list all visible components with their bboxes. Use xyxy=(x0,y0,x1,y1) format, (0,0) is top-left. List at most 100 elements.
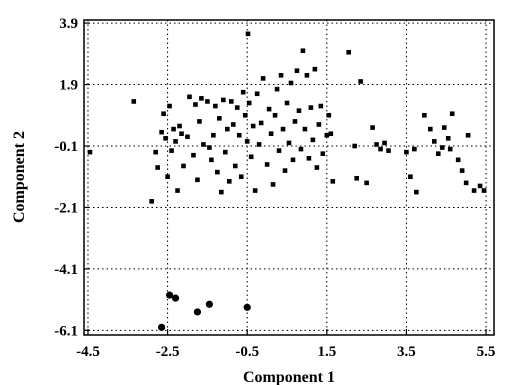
data-point-square xyxy=(282,168,288,173)
data-point-square xyxy=(422,112,427,118)
data-point-square xyxy=(240,89,246,95)
data-point-square xyxy=(201,142,206,147)
data-point-square xyxy=(252,188,258,193)
data-point-square xyxy=(185,134,190,140)
x-tick-label: -0.5 xyxy=(235,344,259,360)
data-point-square xyxy=(149,199,154,204)
data-point-square xyxy=(234,105,240,110)
data-point-square xyxy=(230,122,236,127)
data-point-square xyxy=(455,157,461,163)
data-point-square xyxy=(163,136,168,141)
data-point-square xyxy=(324,132,330,138)
data-point-square xyxy=(195,177,200,183)
data-point-square xyxy=(352,143,357,149)
data-point-square xyxy=(209,157,214,163)
data-point-square xyxy=(288,80,294,86)
data-point-square xyxy=(471,188,477,193)
data-point-square xyxy=(378,146,383,152)
data-point-square xyxy=(236,132,242,138)
data-point-square xyxy=(465,132,471,138)
data-point-square xyxy=(245,31,251,37)
y-tick-label: -6.1 xyxy=(54,323,78,339)
data-point-square xyxy=(320,151,326,156)
data-point-square xyxy=(276,148,282,153)
data-point-square xyxy=(294,68,300,74)
data-point-square xyxy=(167,103,172,109)
data-point-square xyxy=(308,105,314,110)
data-point-square xyxy=(254,91,260,97)
data-point-square xyxy=(219,189,224,195)
data-point-square xyxy=(330,179,336,184)
data-point-square xyxy=(477,183,483,189)
data-point-square xyxy=(211,132,216,138)
data-point-square xyxy=(228,99,234,104)
data-point-square xyxy=(412,146,417,152)
data-point-square xyxy=(346,49,352,55)
data-point-square xyxy=(244,139,250,144)
data-point-square xyxy=(298,146,304,152)
data-point-circle xyxy=(205,300,213,308)
data-point-square xyxy=(260,76,266,81)
y-tick-label: -2.1 xyxy=(54,200,78,216)
data-point-square xyxy=(213,103,218,109)
data-point-square xyxy=(191,152,196,158)
data-point-square xyxy=(304,73,310,78)
data-point-square xyxy=(280,126,286,132)
data-point-square xyxy=(300,48,306,54)
data-point-square xyxy=(250,123,256,129)
data-point-square xyxy=(459,168,465,173)
y-axis-tick-labels: 3.9 1.9 -0.1 -2.1 -4.1 -6.1 xyxy=(54,16,78,339)
data-point-square xyxy=(169,148,174,153)
data-point-square xyxy=(173,139,178,144)
data-point-square xyxy=(256,142,262,147)
data-point-square xyxy=(223,149,228,155)
data-point-square xyxy=(296,108,302,113)
data-point-square xyxy=(441,125,447,130)
x-tick-label: 1.5 xyxy=(317,344,336,360)
data-point-square xyxy=(316,122,322,127)
data-point-circle xyxy=(171,294,180,302)
data-point-square xyxy=(159,129,164,135)
y-tick-label: -4.1 xyxy=(54,262,78,278)
data-point-square xyxy=(431,139,437,144)
data-point-square xyxy=(364,180,369,186)
data-point-square xyxy=(374,142,379,147)
x-tick-label: 5.5 xyxy=(477,344,496,360)
data-point-square xyxy=(354,175,359,181)
data-point-square xyxy=(290,157,296,163)
data-point-square xyxy=(386,148,391,153)
data-point-square xyxy=(445,136,451,141)
data-point-square xyxy=(171,126,176,132)
y-tick-label: 1.9 xyxy=(59,78,78,94)
data-point-square xyxy=(181,163,186,169)
plot-frame xyxy=(83,19,495,336)
data-point-circle xyxy=(193,308,202,316)
data-point-square xyxy=(284,100,290,106)
y-tick-label: 3.9 xyxy=(59,16,78,32)
data-point-square xyxy=(197,119,202,124)
data-point-square xyxy=(439,145,445,150)
data-point-square xyxy=(193,102,198,107)
data-point-square xyxy=(404,149,409,155)
data-point-square xyxy=(274,86,280,92)
data-point-square xyxy=(248,154,254,160)
y-tick-label: -0.1 xyxy=(54,139,78,155)
x-tick-label: -2.5 xyxy=(156,344,180,360)
data-point-square xyxy=(382,140,387,146)
data-point-square xyxy=(199,96,204,101)
data-point-square xyxy=(246,100,252,106)
data-point-square xyxy=(225,126,230,132)
data-point-square xyxy=(205,99,210,104)
data-point-square xyxy=(312,66,318,72)
data-point-square xyxy=(175,188,180,193)
data-point-square xyxy=(217,116,222,121)
data-point-square xyxy=(326,112,332,118)
data-point-square xyxy=(258,120,264,126)
data-point-square xyxy=(302,126,308,132)
data-point-square xyxy=(207,145,212,150)
x-axis-title: Component 1 xyxy=(243,369,335,385)
data-points xyxy=(87,31,487,331)
data-point-square xyxy=(242,112,248,118)
data-point-square xyxy=(155,165,160,170)
